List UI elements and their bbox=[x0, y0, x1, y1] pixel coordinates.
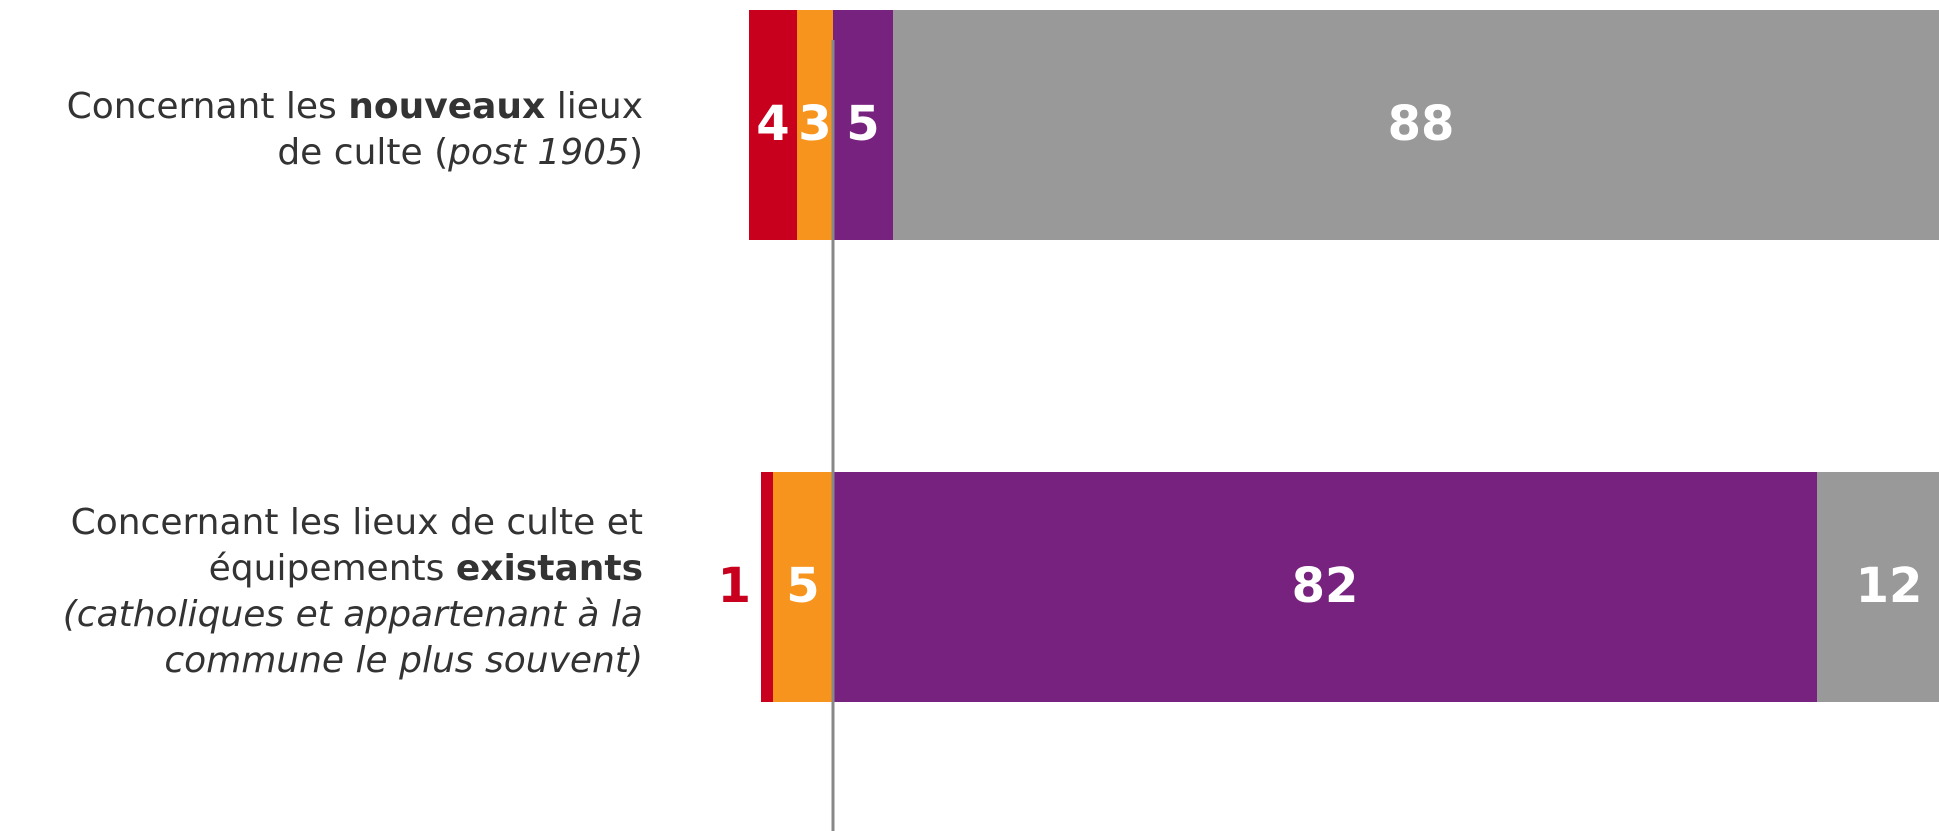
bar-segment bbox=[833, 472, 1817, 702]
category-label: Concernant les nouveaux lieux bbox=[67, 86, 643, 127]
label-run: Concernant les bbox=[67, 86, 349, 127]
label-run: (catholiques et appartenant à la bbox=[63, 594, 643, 635]
label-run: Concernant les lieux de culte et bbox=[71, 502, 643, 543]
label-run: existants bbox=[456, 548, 643, 589]
category-label: commune le plus souvent) bbox=[164, 640, 643, 681]
label-run: nouveaux bbox=[348, 86, 545, 127]
bar-segment bbox=[773, 472, 833, 702]
label-run: de culte ( bbox=[277, 132, 448, 173]
value-label: 3 bbox=[798, 96, 831, 152]
category-label: (catholiques et appartenant à la bbox=[63, 594, 643, 635]
bar-segment bbox=[749, 10, 797, 240]
value-label: 12 bbox=[1856, 558, 1923, 614]
value-label: 5 bbox=[846, 96, 879, 152]
label-run: lieux bbox=[545, 86, 643, 127]
bar-segment bbox=[1817, 472, 1939, 702]
value-label: 1 bbox=[718, 558, 751, 614]
label-run: ) bbox=[629, 132, 643, 173]
bar-segment bbox=[893, 10, 1939, 240]
bar-segment bbox=[761, 472, 773, 702]
value-label: 4 bbox=[756, 96, 789, 152]
bar-segment bbox=[797, 10, 833, 240]
label-run: commune le plus souvent) bbox=[164, 640, 643, 681]
category-label: Concernant les lieux de culte et bbox=[71, 502, 643, 543]
value-label: 5 bbox=[786, 558, 819, 614]
value-label: 82 bbox=[1292, 558, 1359, 614]
category-label: de culte (post 1905) bbox=[277, 132, 643, 173]
label-run: post 1905 bbox=[447, 132, 629, 173]
label-run: équipements bbox=[209, 548, 456, 589]
category-label: équipements existants bbox=[209, 548, 643, 589]
bar-segment bbox=[833, 10, 893, 240]
value-label: 88 bbox=[1388, 96, 1455, 152]
